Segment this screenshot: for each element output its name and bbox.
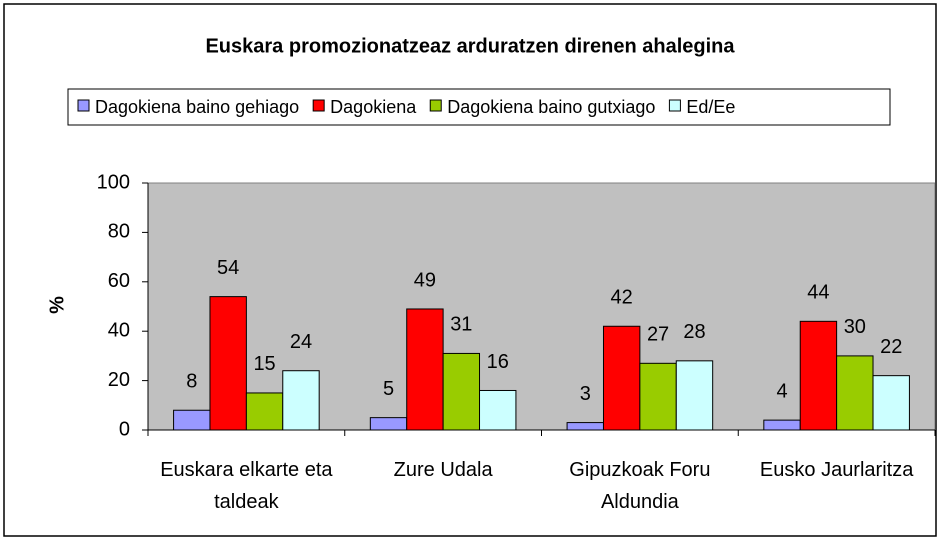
chart-title: Euskara promozionatzeaz arduratzen diren… (205, 35, 735, 57)
value-label: 22 (880, 336, 902, 358)
y-tick-label: 100 (97, 171, 130, 193)
x-tick-label: Euskara elkarte eta taldeak (160, 459, 333, 513)
bar (369, 417, 408, 431)
value-label: 44 (807, 282, 829, 304)
value-label: 16 (487, 351, 509, 373)
value-label: 3 (580, 383, 591, 405)
bar (799, 320, 838, 431)
legend-label: Dagokiena baino gehiago (95, 97, 299, 117)
bar (442, 352, 481, 431)
y-tick-label: 60 (108, 270, 130, 292)
value-label: 24 (290, 331, 312, 353)
value-label: 31 (450, 314, 472, 336)
value-label: 28 (683, 321, 705, 343)
y-axis-label: % (46, 296, 68, 314)
legend-swatch (668, 99, 681, 112)
bar (602, 325, 641, 431)
bar (639, 362, 677, 431)
bar (173, 409, 211, 431)
legend-box (67, 88, 891, 126)
bar (836, 355, 874, 431)
bar (282, 370, 320, 431)
value-label: 15 (253, 353, 275, 375)
bar (479, 389, 517, 431)
legend-label: Dagokiena (330, 97, 417, 117)
bar (245, 392, 284, 431)
x-tick-label-box: Eusko Jaurlaritza (759, 459, 914, 481)
x-tick-label: Eusko Jaurlaritza (759, 459, 914, 481)
value-label: 42 (611, 287, 633, 309)
legend-swatch (312, 99, 325, 112)
value-label: 30 (844, 316, 866, 338)
value-label: 8 (186, 371, 197, 393)
bar (763, 419, 801, 431)
x-tick-label: Zure Udala (393, 459, 493, 481)
value-label: 4 (776, 380, 787, 402)
value-label: 49 (414, 269, 436, 291)
y-tick-label: 0 (119, 418, 130, 440)
legend-label: Ed/Ee (686, 97, 735, 117)
bar (406, 308, 444, 431)
bar (675, 360, 714, 431)
legend-swatch (429, 99, 442, 112)
y-tick-label: 20 (108, 369, 130, 391)
value-label: 5 (383, 378, 394, 400)
bar (872, 375, 910, 431)
value-label: 54 (217, 257, 239, 279)
x-tick-label-box: Euskara elkarte eta taldeak (160, 459, 333, 513)
legend-swatch (77, 99, 90, 112)
bar (209, 296, 247, 431)
value-label: 27 (647, 324, 669, 346)
y-tick-label: 80 (108, 221, 130, 243)
y-tick-label: 40 (108, 319, 130, 341)
x-tick-label-box: Zure Udala (393, 459, 493, 481)
x-tick-label-box: Gipuzkoak Foru Aldundia (569, 459, 711, 513)
x-tick-label: Gipuzkoak Foru Aldundia (569, 459, 711, 513)
bar (566, 422, 604, 431)
legend-label: Dagokiena baino gutxiago (447, 97, 655, 117)
